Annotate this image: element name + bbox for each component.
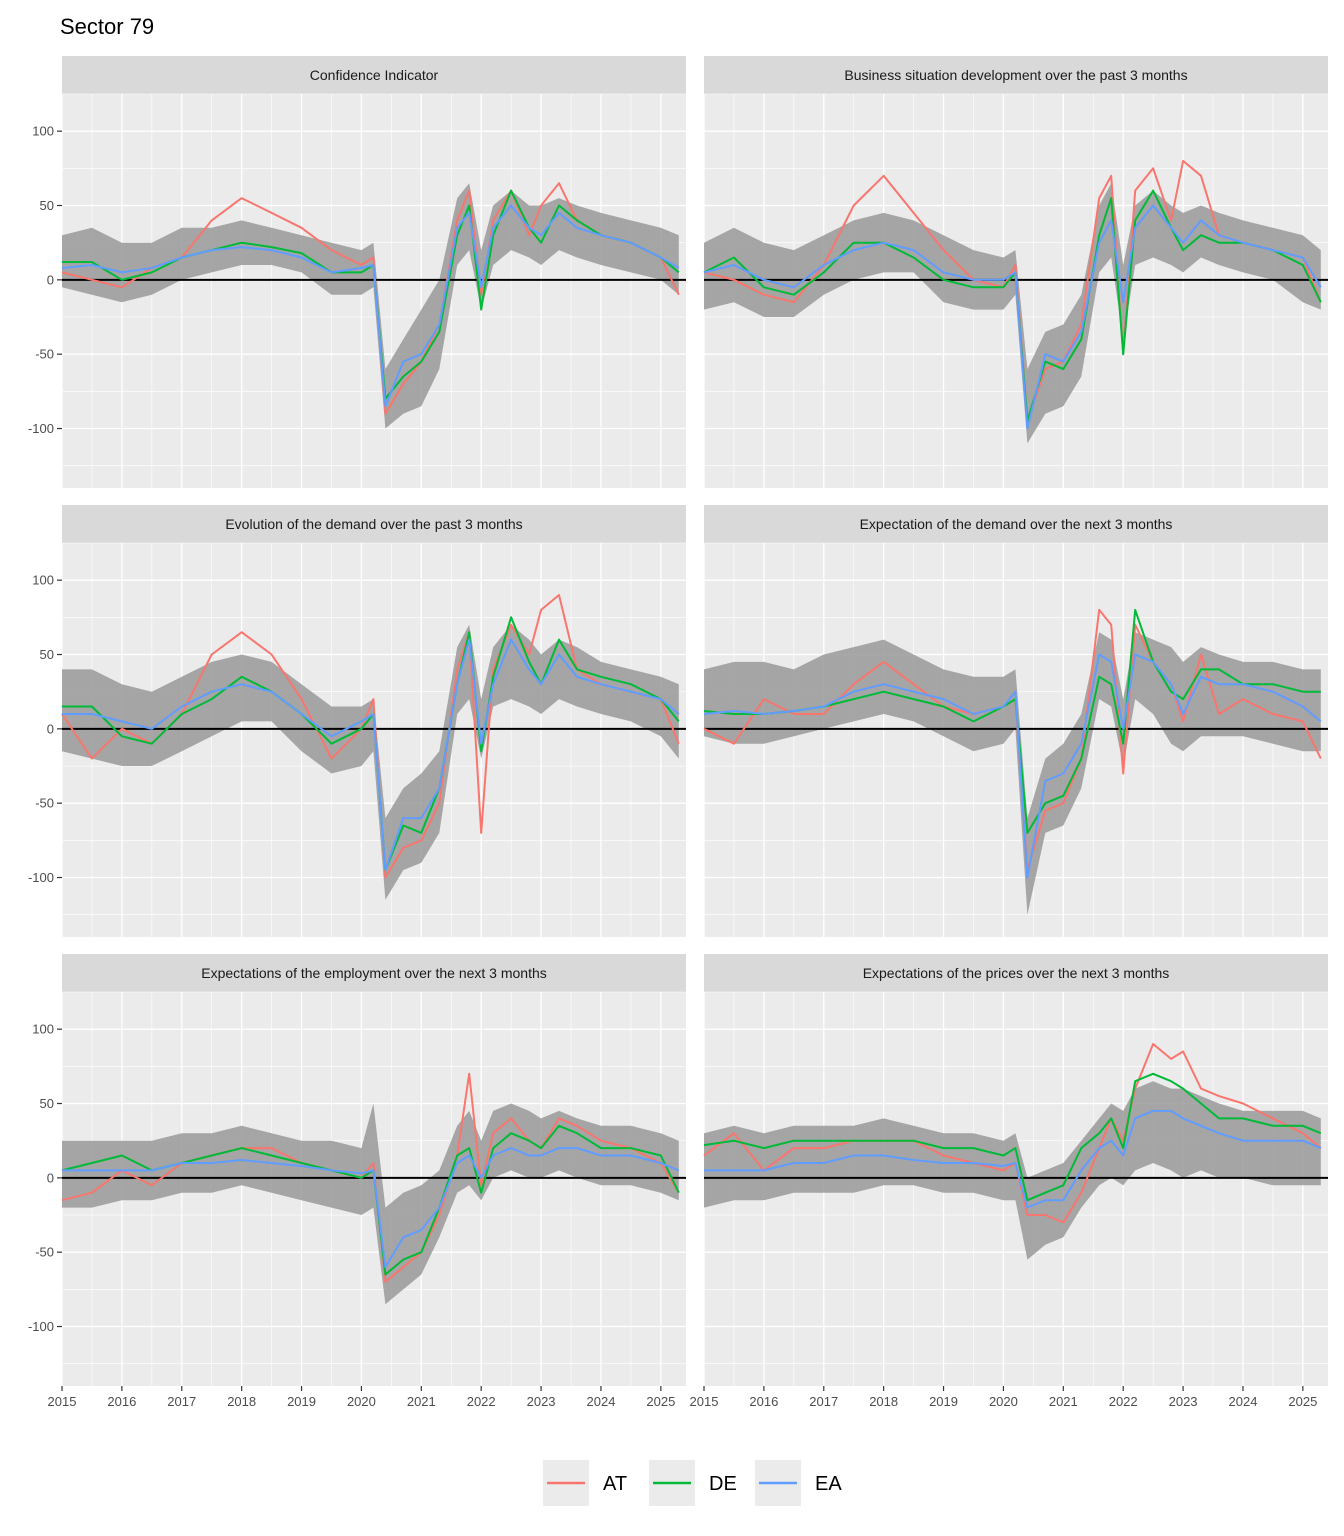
x-tick-label: 2017 (809, 1394, 838, 1409)
series-line-ea (61, 204, 680, 408)
y-tick-label: -100 (28, 870, 54, 885)
legend-label: DE (709, 1473, 737, 1495)
range-band (704, 632, 1321, 915)
series-line-de (703, 608, 1321, 834)
x-tick-label: 2020 (989, 1394, 1018, 1409)
y-tick-label: 50 (40, 1096, 54, 1111)
series-line-ea (704, 1109, 1322, 1209)
y-tick-label: -50 (35, 1245, 54, 1260)
x-tick-label: 2025 (1288, 1394, 1317, 1409)
y-tick-label: 100 (32, 1022, 54, 1037)
series-line-ea (703, 653, 1322, 879)
range-band (704, 1081, 1321, 1260)
x-tick-label: 2023 (1169, 1394, 1198, 1409)
legend-item-ea: EA (755, 1460, 842, 1506)
panel-title: Expectation of the demand over the next … (860, 516, 1173, 532)
y-tick-label: -50 (35, 347, 54, 362)
x-tick-label: 2025 (646, 1394, 675, 1409)
y-tick-label: 0 (47, 1170, 54, 1185)
x-tick-label: 2017 (167, 1394, 196, 1409)
panel-1: Confidence Indicator 100 50 0 -50 -100 (28, 56, 686, 488)
legend-label: AT (603, 1473, 627, 1495)
y-tick-label: 100 (32, 124, 54, 139)
series-line-at (703, 608, 1322, 872)
series-line-de (703, 189, 1322, 423)
x-tick-label: 2016 (107, 1394, 136, 1409)
series-line-at (703, 1043, 1322, 1224)
panel-6: Expectations of the prices over the next… (690, 954, 1328, 1409)
y-tick-label: 50 (40, 198, 54, 213)
x-tick-label: 2023 (527, 1394, 556, 1409)
range-band (62, 183, 679, 429)
legend: AT DE EA (543, 1460, 842, 1506)
x-tick-label: 2015 (48, 1394, 77, 1409)
x-tick-label: 2024 (1229, 1394, 1258, 1409)
series-line-ea (62, 638, 680, 872)
x-tick-label: 2024 (587, 1394, 616, 1409)
x-tick-label: 2019 (287, 1394, 316, 1409)
y-tick-label: 50 (40, 647, 54, 662)
x-tick-label: 2019 (929, 1394, 958, 1409)
series-line-ea (62, 1147, 680, 1269)
panel-5: Expectations of the employment over the … (28, 954, 686, 1409)
x-tick-label: 2018 (869, 1394, 898, 1409)
panel-title: Expectations of the prices over the next… (863, 965, 1170, 981)
panel-4: Expectation of the demand over the next … (703, 505, 1328, 937)
y-tick-label: 0 (47, 721, 54, 736)
legend-label: EA (815, 1473, 842, 1495)
legend-item-de: DE (649, 1460, 737, 1506)
x-tick-label: 2021 (407, 1394, 436, 1409)
panel-title: Evolution of the demand over the past 3 … (225, 516, 522, 532)
panel-strip (62, 954, 686, 992)
x-tick-label: 2021 (1049, 1394, 1078, 1409)
x-tick-label: 2016 (749, 1394, 778, 1409)
panel-strip (704, 56, 1328, 94)
x-tick-label: 2020 (347, 1394, 376, 1409)
x-tick-label: 2018 (227, 1394, 256, 1409)
y-tick-label: -100 (28, 421, 54, 436)
y-tick-label: 100 (32, 573, 54, 588)
panel-strip (704, 954, 1328, 992)
series-line-at (61, 594, 680, 879)
x-tick-label: 2015 (690, 1394, 719, 1409)
panel-strip (62, 505, 686, 543)
panel-2: Business situation development over the … (703, 56, 1328, 488)
series-line-de (62, 616, 680, 872)
x-tick-label: 2022 (467, 1394, 496, 1409)
panels: Confidence Indicator 100 50 0 -50 -100 Busines… (28, 56, 1328, 1409)
range-band (62, 624, 679, 900)
panel-title: Confidence Indicator (310, 67, 439, 83)
panel-title: Business situation development over the … (844, 67, 1187, 83)
y-tick-label: 0 (47, 272, 54, 287)
series-line-de (703, 1072, 1322, 1202)
panel-background (704, 543, 1328, 937)
y-tick-label: -50 (35, 796, 54, 811)
y-tick-label: -100 (28, 1319, 54, 1334)
panel-3: Evolution of the demand over the past 3 … (28, 505, 686, 937)
series-line-ea (703, 204, 1322, 430)
chart-title: Sector 79 (60, 14, 154, 39)
legend-item-at: AT (543, 1460, 627, 1506)
series-line-de (61, 1124, 680, 1276)
panel-strip (704, 505, 1328, 543)
panel-title: Expectations of the employment over the … (201, 965, 547, 981)
x-tick-label: 2022 (1109, 1394, 1138, 1409)
panel-strip (62, 56, 686, 94)
